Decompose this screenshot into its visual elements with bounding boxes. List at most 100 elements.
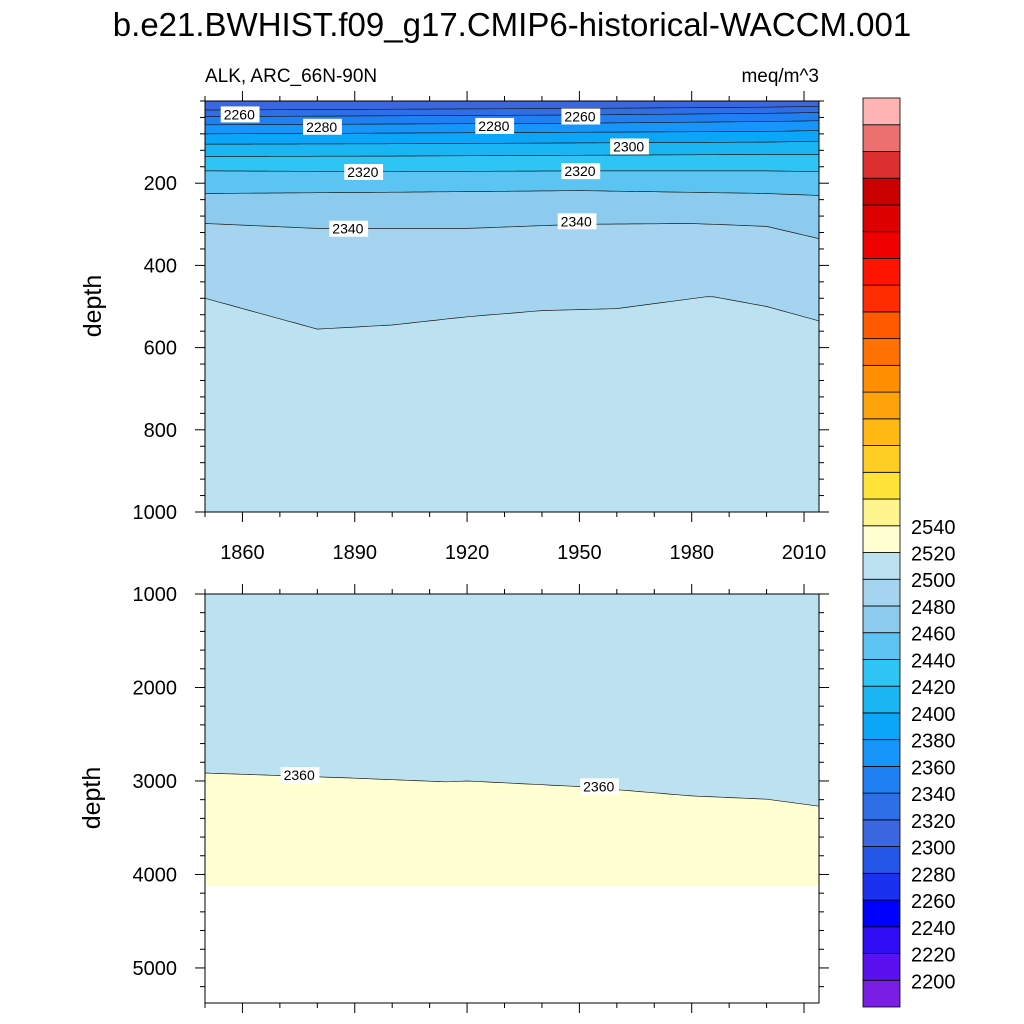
y-tick-label: 2000 [133, 677, 178, 699]
lower-panel: 2360 2360 1000 2000 3000 4000 5000 depth [78, 584, 829, 1013]
colorbar-swatch [862, 258, 901, 286]
colorbar-swatch [862, 151, 901, 179]
colorbar-swatch [862, 311, 901, 340]
lower-axis-ticks: 1000 2000 3000 4000 5000 [133, 584, 829, 1013]
contour-label-box [610, 138, 649, 155]
figure-title: b.e21.BWHIST.f09_g17.CMIP6-historical-WA… [113, 6, 911, 43]
contour-label-box [580, 778, 619, 795]
contour-label-box [475, 117, 515, 134]
subtitle-left: ALK, ARC_66N-90N [205, 66, 377, 87]
colorbar-label: 2520 [911, 544, 956, 566]
colorbar-label: 2220 [911, 945, 956, 967]
contour-band [205, 773, 819, 887]
colorbar-swatch [862, 792, 901, 821]
upper-contour-labels: 2260 2280 2280 2260 2300 2320 2320 2340 2340 [220, 106, 649, 237]
colorbar-swatch [862, 926, 901, 954]
contour-label-box [557, 213, 597, 230]
colorbar-label: 2360 [911, 757, 956, 779]
contour-line [204, 190, 820, 196]
colorbar-label: 2500 [911, 570, 956, 592]
contour-label-box [220, 106, 260, 123]
colorbar-swatch [862, 364, 901, 393]
contour-label-box [561, 163, 601, 180]
colorbar-label: 2480 [911, 597, 956, 619]
y-tick-label: 400 [144, 255, 177, 277]
contour-band [205, 594, 819, 807]
colorbar-swatch [862, 659, 901, 687]
colorbar-label: 2440 [911, 650, 956, 672]
colorbar-label: 2280 [911, 864, 956, 886]
colorbar-label: 2380 [911, 731, 956, 753]
colorbar-label: 2260 [911, 891, 956, 913]
contour-label: 2360 [583, 778, 614, 794]
contour-label: 2360 [284, 767, 315, 783]
colorbar-swatch [862, 953, 901, 981]
contour-band [205, 141, 819, 157]
colorbar-label: 2340 [911, 784, 956, 806]
colorbar-label: 2400 [911, 704, 956, 726]
colorbar-swatch [862, 204, 901, 233]
contour-label: 2260 [224, 106, 255, 122]
contour-label-box [561, 108, 601, 125]
upper-panel: 2260 2280 2280 2260 2300 2320 2320 2340 2340 200… [79, 66, 829, 564]
upper-axis-ticks: 200 400 600 800 1000 1860 1890 1920 1950 1980 2010 [133, 91, 829, 564]
subtitle-right: meq/m^3 [741, 66, 819, 87]
contour-label-box [303, 118, 342, 135]
contour-band [205, 130, 819, 145]
upper-plot-frame [204, 100, 820, 513]
contour-label-box [329, 220, 369, 237]
x-tick-label: 1920 [445, 542, 490, 564]
contour-label: 2320 [347, 164, 378, 180]
upper-ylabel: depth [79, 275, 107, 338]
y-tick-label: 1000 [133, 584, 178, 606]
lower-contour-fills [205, 594, 819, 887]
y-tick-label: 800 [144, 420, 177, 442]
contour-label: 2340 [332, 221, 363, 237]
y-tick-label: 200 [144, 173, 177, 195]
x-tick-label: 1860 [220, 542, 265, 564]
y-tick-label: 5000 [133, 958, 178, 980]
colorbar-label: 2300 [911, 838, 956, 860]
lower-ylabel: depth [78, 767, 106, 830]
x-tick-label: 1950 [557, 542, 602, 564]
colorbar-swatch [862, 525, 901, 553]
colorbar-swatch [862, 979, 901, 1008]
contour-label: 2320 [564, 163, 595, 179]
colorbar-swatch [862, 391, 901, 420]
contour-label-box [280, 767, 320, 784]
y-tick-label: 1000 [133, 502, 178, 524]
colorbar-label: 2420 [911, 677, 956, 699]
colorbar-swatch [862, 632, 901, 660]
contour-band [205, 154, 819, 172]
upper-contour-fills [205, 101, 819, 512]
contour-label-box [344, 163, 384, 180]
colorbar-swatch [862, 177, 901, 206]
contour-label: 2300 [613, 138, 644, 154]
colorbar-swatch [862, 124, 901, 152]
colorbar-swatch [862, 899, 901, 928]
y-tick-label: 3000 [133, 771, 178, 793]
colorbar-swatch [862, 284, 901, 313]
colorbar-swatch [862, 872, 901, 901]
lower-contour-labels: 2360 2360 [280, 767, 619, 795]
y-tick-label: 4000 [133, 864, 178, 886]
contour-line [204, 140, 820, 145]
colorbar-label: 2460 [911, 624, 956, 646]
x-tick-label: 2010 [782, 542, 827, 564]
x-tick-label: 1890 [333, 542, 378, 564]
contour-line [205, 105, 820, 111]
colorbar-swatch [862, 819, 901, 847]
colorbar-swatch [862, 739, 901, 767]
colorbar-swatch [862, 445, 901, 473]
colorbar-label: 2240 [911, 918, 956, 940]
colorbar-swatch [862, 338, 901, 366]
colorbar-swatch [862, 498, 901, 527]
colorbar: 2200 2220 2240 2260 2280 2300 2320 2340 2360 2380… [862, 97, 956, 1008]
colorbar-swatch [862, 765, 901, 794]
colorbar-swatch [862, 552, 901, 580]
contour-line [204, 296, 820, 330]
contour-band [205, 296, 819, 512]
contour-label: 2340 [561, 213, 592, 229]
contour-line [205, 170, 820, 173]
